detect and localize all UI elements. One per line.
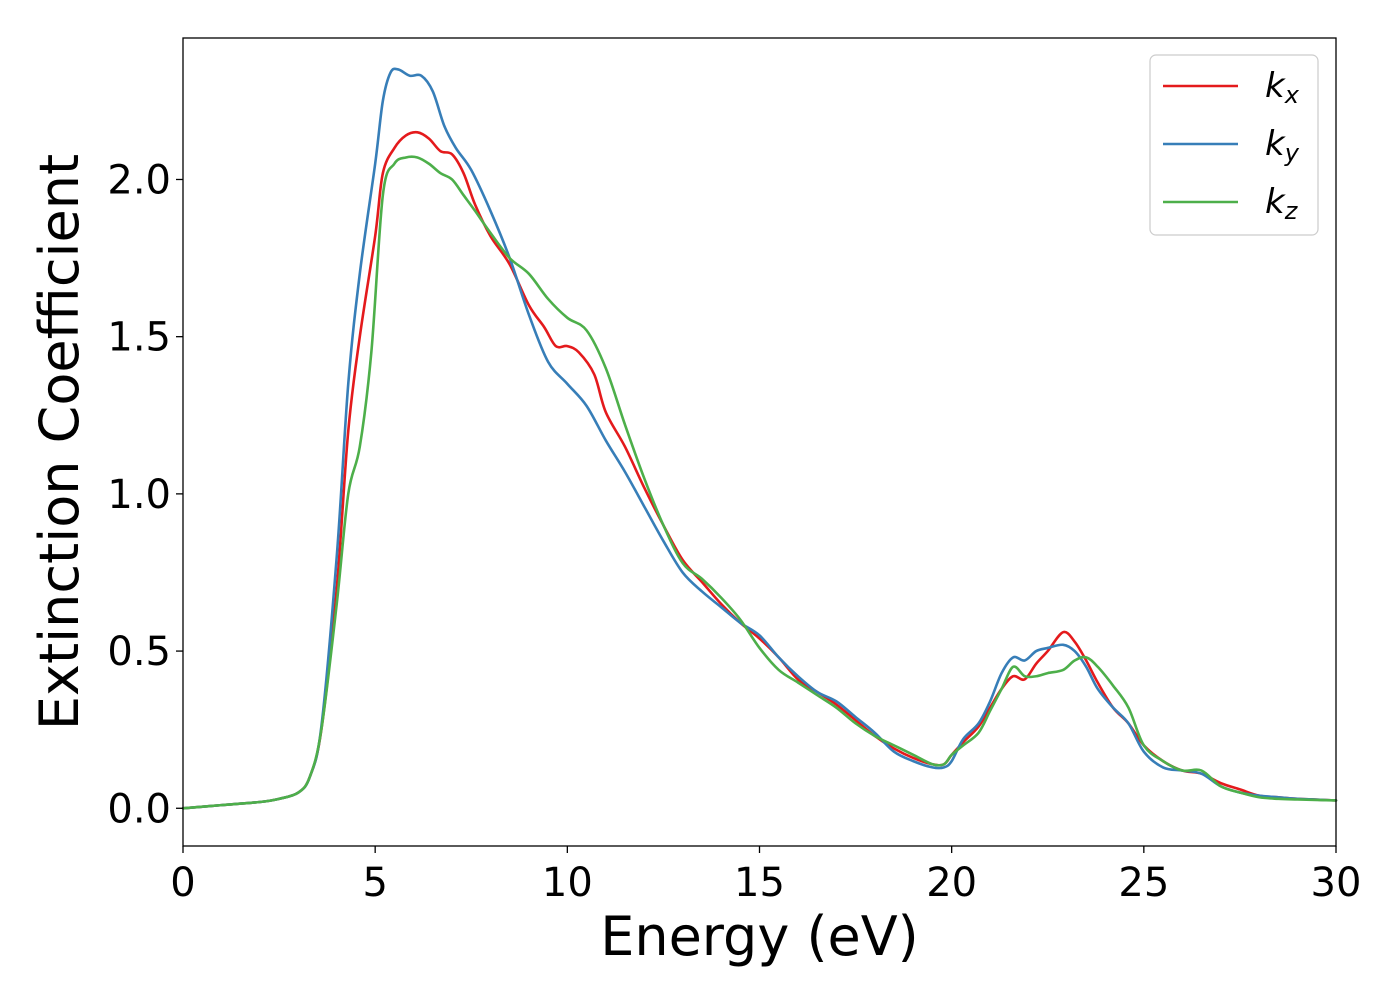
- series-line-ky: [181, 67, 1338, 810]
- x-axis-title: Energy (eV): [600, 905, 919, 968]
- x-tick-label: 25: [1118, 860, 1169, 906]
- legend-label-kz: kz: [1265, 182, 1299, 225]
- legend-label-kx: kx: [1265, 66, 1300, 109]
- series-line-kz: [181, 155, 1338, 810]
- x-tick-label: 10: [542, 860, 593, 906]
- y-tick-label: 1.0: [107, 472, 171, 518]
- y-tick-label: 2.0: [107, 157, 171, 203]
- ticks-layer: 0 5 10 15 20 25 30 0.0 0.5 1.0 1.5 2.0: [107, 157, 1361, 906]
- x-tick-label: 15: [734, 860, 785, 906]
- x-tick-label: 30: [1311, 860, 1362, 906]
- y-tick-label: 0.5: [107, 629, 171, 675]
- y-tick-label: 1.5: [107, 315, 171, 361]
- series-layer: [181, 67, 1338, 810]
- y-axis-title: Extinction Coefficient: [28, 154, 91, 730]
- x-tick-label: 20: [926, 860, 977, 906]
- y-tick-label: 0.0: [107, 786, 171, 832]
- legend: kx ky kz: [1149, 54, 1319, 236]
- x-tick-label: 5: [362, 860, 387, 906]
- legend-label-ky: ky: [1265, 124, 1300, 167]
- x-tick-label: 0: [170, 860, 195, 906]
